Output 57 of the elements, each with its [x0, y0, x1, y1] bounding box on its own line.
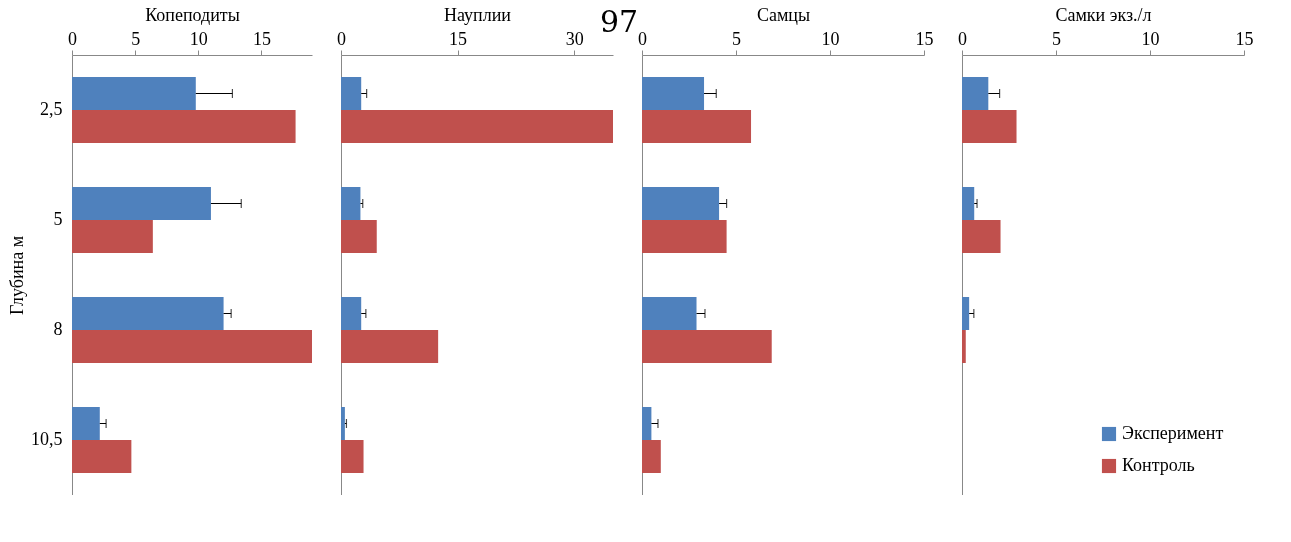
- bar: [72, 330, 312, 363]
- bar: [642, 407, 652, 440]
- x-tick-label: 10: [189, 28, 208, 49]
- text: 97: [600, 4, 639, 39]
- bar: [341, 110, 613, 143]
- x-tick-label: 5: [732, 28, 741, 49]
- y-tick-label: 10,5: [31, 429, 63, 449]
- legend-label: Контроль: [1122, 455, 1195, 475]
- x-tick-label: 30: [565, 28, 584, 49]
- bar: [341, 297, 362, 330]
- x-axis-title: Науплии: [444, 4, 512, 25]
- bar: [72, 407, 100, 440]
- y-axis-title: Глубина м: [7, 235, 27, 316]
- x-tick-label: 10: [1141, 28, 1160, 49]
- bar: [962, 297, 970, 330]
- bar: [72, 110, 296, 143]
- bar: [962, 187, 975, 220]
- bar: [341, 330, 439, 363]
- y-tick-label: 8: [53, 319, 63, 339]
- bar: [341, 440, 364, 473]
- bar: [341, 187, 361, 220]
- x-axis-title: Самцы: [756, 4, 811, 25]
- x-tick-label: 5: [131, 28, 141, 49]
- x-tick-label: 0: [337, 28, 346, 49]
- x-tick-label: 5: [1052, 28, 1061, 49]
- bar: [642, 330, 772, 363]
- x-tick-label: 15: [915, 28, 934, 49]
- y-tick-label: 5: [53, 209, 63, 229]
- bar: [642, 77, 705, 110]
- x-tick-label: 0: [958, 28, 967, 49]
- bar: [642, 220, 727, 253]
- bar: [642, 187, 720, 220]
- bar: [341, 407, 345, 440]
- x-tick-label: 10: [821, 28, 840, 49]
- x-axis-title: Самки экз./л: [1055, 4, 1152, 25]
- bar: [962, 220, 1001, 253]
- x-tick-label: 15: [1235, 28, 1254, 49]
- x-tick-label: 0: [638, 28, 647, 49]
- x-axis-title: Копеподиты: [145, 4, 240, 25]
- bar: [341, 77, 362, 110]
- bar: [72, 220, 153, 253]
- x-tick-label: 15: [449, 28, 468, 49]
- bar: [642, 440, 661, 473]
- bar: [962, 110, 1017, 143]
- bar: [72, 77, 196, 110]
- bar: [341, 220, 377, 253]
- bar: [642, 297, 697, 330]
- bar: [72, 187, 211, 220]
- y-tick-label: 2,5: [40, 99, 63, 119]
- bar: [962, 77, 989, 110]
- bar: [962, 330, 966, 363]
- legend-label: Эксперимент: [1122, 423, 1224, 443]
- x-tick-label: 0: [68, 28, 77, 49]
- bar: [72, 297, 224, 330]
- bar: [72, 440, 132, 473]
- x-tick-label: 15: [252, 28, 271, 49]
- bar: [642, 110, 752, 143]
